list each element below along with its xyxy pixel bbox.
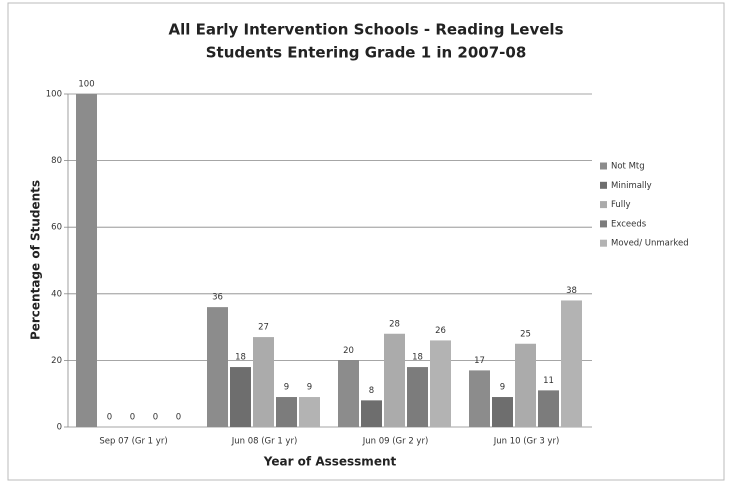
data-label: 100: [78, 80, 94, 90]
data-label: 0: [153, 413, 158, 423]
bar: [538, 390, 559, 427]
data-label: 38: [566, 286, 577, 296]
bar: [361, 400, 382, 427]
x-tick-label: Jun 08 (Gr 1 yr): [231, 437, 298, 447]
bar: [230, 367, 251, 427]
y-tick-label: 60: [51, 223, 62, 233]
bar: [407, 367, 428, 427]
data-label: 25: [520, 329, 531, 339]
bar: [384, 333, 405, 427]
data-label: 20: [343, 346, 354, 356]
bar: [276, 397, 297, 427]
data-label: 17: [474, 356, 485, 366]
bar: [515, 343, 536, 427]
data-label: 9: [284, 383, 289, 393]
bar: [76, 94, 97, 427]
legend-label: Minimally: [611, 181, 652, 191]
bar: [299, 397, 320, 427]
chart-title: All Early Intervention Schools - Reading…: [168, 21, 563, 39]
y-tick-label: 40: [51, 289, 62, 299]
y-tick-label: 100: [46, 90, 62, 100]
x-tick-label: Jun 09 (Gr 2 yr): [362, 437, 429, 447]
data-label: 18: [412, 353, 423, 363]
legend-label: Not Mtg: [611, 162, 645, 172]
x-tick-label: Sep 07 (Gr 1 yr): [99, 437, 167, 447]
y-tick-label: 20: [51, 356, 62, 366]
data-label: 9: [500, 383, 505, 393]
data-label: 27: [258, 323, 269, 333]
legend-swatch: [600, 220, 607, 228]
data-label: 0: [130, 413, 135, 423]
data-label: 36: [212, 293, 223, 303]
legend-swatch: [600, 162, 607, 170]
legend-swatch: [600, 181, 607, 189]
data-label: 8: [369, 386, 374, 396]
x-axis-title: Year of Assessment: [263, 455, 397, 469]
legend-label: Moved/ Unmarked: [611, 239, 689, 249]
data-label: 18: [235, 353, 246, 363]
y-tick-label: 0: [57, 423, 62, 433]
legend-swatch: [600, 201, 607, 209]
bar: [469, 370, 490, 427]
bar: [492, 397, 513, 427]
bar: [253, 337, 274, 427]
data-label: 0: [176, 413, 181, 423]
data-label: 26: [435, 326, 446, 336]
data-label: 11: [543, 376, 554, 386]
legend-swatch: [600, 239, 607, 247]
y-axis-title: Percentage of Students: [29, 180, 43, 340]
legend-label: Fully: [611, 200, 631, 210]
bar: [338, 360, 359, 427]
chart-subtitle: Students Entering Grade 1 in 2007-08: [206, 44, 527, 62]
bar: [207, 307, 228, 427]
data-label: 9: [307, 383, 312, 393]
x-tick-label: Jun 10 (Gr 3 yr): [493, 437, 560, 447]
data-label: 28: [389, 319, 400, 329]
data-label: 0: [107, 413, 112, 423]
legend-label: Exceeds: [611, 219, 647, 229]
y-tick-label: 80: [51, 156, 62, 166]
bar: [430, 340, 451, 427]
bar: [561, 300, 582, 427]
